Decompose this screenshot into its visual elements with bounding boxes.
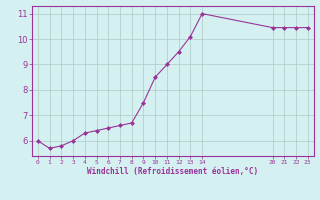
X-axis label: Windchill (Refroidissement éolien,°C): Windchill (Refroidissement éolien,°C) [87, 167, 258, 176]
